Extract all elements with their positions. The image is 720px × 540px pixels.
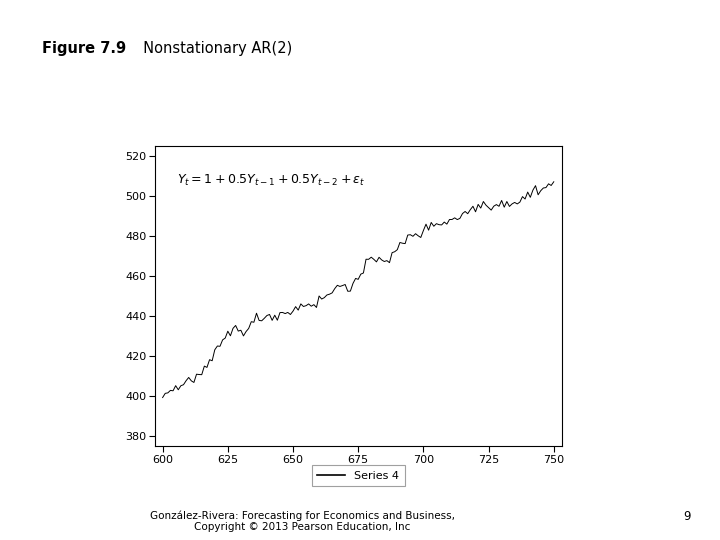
Series 4: [549, 179, 558, 185]
Series 4: [541, 184, 550, 191]
Series 4: [297, 301, 305, 307]
Series 4: [432, 220, 441, 227]
Line: Series 4: Series 4: [163, 182, 554, 397]
Series 4: [158, 394, 167, 401]
Legend: Series 4: Series 4: [312, 465, 405, 487]
Series 4: [395, 239, 404, 246]
Text: $Y_t = 1 + 0.5Y_{t-1} + 0.5Y_{t-2} + \varepsilon_t$: $Y_t = 1 + 0.5Y_{t-1} + 0.5Y_{t-2} + \va…: [177, 173, 366, 188]
Text: Nonstationary AR(2): Nonstationary AR(2): [134, 40, 292, 56]
Text: Figure 7.9: Figure 7.9: [42, 40, 126, 56]
Text: 9: 9: [684, 510, 691, 523]
Text: González-Rivera: Forecasting for Economics and Business,
Copyright © 2013 Pearso: González-Rivera: Forecasting for Economi…: [150, 510, 455, 532]
Series 4: [348, 280, 357, 287]
Series 4: [406, 232, 415, 238]
